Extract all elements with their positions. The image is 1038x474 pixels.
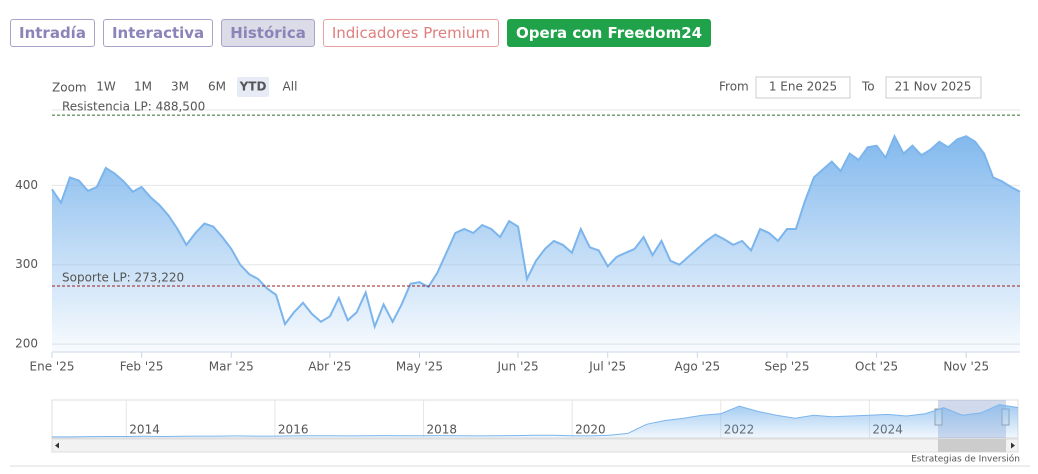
tab[interactable]: Indicadores Premium [322, 19, 499, 47]
x-tick-label: Mar '25 [209, 360, 254, 374]
tab[interactable]: Opera con Freedom24 [507, 19, 712, 47]
zoom-label: Zoom [52, 81, 87, 95]
navigator-label: 2018 [427, 423, 458, 437]
x-tick-label: Ago '25 [675, 360, 721, 374]
footer-credit: Estrategias de Inversión [911, 454, 1020, 465]
to-label: To [861, 80, 875, 94]
x-tick-label: May '25 [396, 360, 443, 374]
from-value[interactable]: 1 Ene 2025 [769, 80, 837, 94]
navigator-label: 2020 [575, 423, 606, 437]
plot-line-label: Resistencia LP: 488,500 [62, 100, 205, 114]
price-line [51, 133, 1021, 330]
x-tick-label: Jul '25 [588, 360, 626, 374]
plot-line-label: Soporte LP: 273,220 [62, 270, 184, 284]
y-tick-label: 300 [15, 257, 38, 271]
zoom-button[interactable]: 1W [96, 80, 116, 94]
x-tick-label: Sep '25 [764, 360, 809, 374]
x-tick-label: Abr '25 [308, 360, 351, 374]
zoom-button[interactable]: All [283, 80, 298, 94]
from-label: From [719, 80, 749, 94]
zoom-button-selected[interactable] [237, 77, 269, 97]
x-tick-label: Oct '25 [855, 360, 898, 374]
x-tick-label: Ene '25 [30, 360, 75, 374]
y-tick-label: 200 [15, 337, 38, 351]
tab[interactable]: Interactiva [102, 19, 214, 47]
y-tick-label: 400 [15, 178, 38, 192]
tab-bar: Intradía Interactiva Histórica Indicadores … [10, 19, 712, 47]
scrollbar-track[interactable] [51, 438, 1019, 453]
to-input[interactable] [885, 76, 982, 99]
area-fill [52, 136, 1020, 352]
from-input[interactable] [755, 76, 851, 99]
x-tick-label: Jun '25 [497, 360, 539, 374]
x-tick-label: Nov '25 [943, 360, 989, 374]
zoom-button[interactable]: 1M [134, 80, 152, 94]
scrollbar-thumb[interactable] [938, 439, 1006, 452]
scroll-right-arrow[interactable] [1011, 442, 1015, 449]
tab[interactable]: Intradía [10, 19, 95, 47]
navigator-label: 2016 [278, 423, 309, 437]
x-tick-label: Feb '25 [120, 360, 164, 374]
navigator-label: 2014 [129, 423, 160, 437]
zoom-button[interactable]: 6M [208, 80, 226, 94]
scroll-left-arrow[interactable] [55, 442, 59, 449]
zoom-button[interactable]: YTD [239, 80, 267, 94]
tab[interactable]: Histórica [221, 19, 315, 47]
navigator-line [52, 404, 1019, 438]
to-value[interactable]: 21 Nov 2025 [895, 80, 972, 94]
navigator-area [52, 404, 1018, 438]
zoom-button[interactable]: 3M [171, 80, 189, 94]
